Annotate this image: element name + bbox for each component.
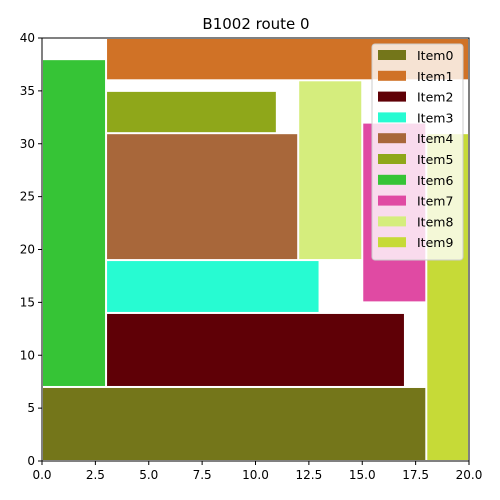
x-tick-label: 20.0 — [456, 468, 483, 482]
x-axis-ticks: 0.0 2.5 5.0 7.5 10.0 12.5 15.0 17.5 20.0 — [32, 461, 482, 482]
legend-label-item8: Item8 — [417, 214, 453, 229]
legend-swatch-item6 — [378, 174, 406, 185]
x-tick-label: 7.5 — [193, 468, 212, 482]
legend-swatch-item1 — [378, 70, 406, 81]
legend-label-item9: Item9 — [417, 235, 453, 250]
legend-swatch-item7 — [378, 195, 406, 206]
x-tick-label: 2.5 — [86, 468, 105, 482]
y-axis-ticks: 0 5 10 15 20 25 30 35 40 — [20, 31, 42, 468]
chart-title: B1002 route 0 — [202, 15, 309, 33]
y-tick-label: 10 — [20, 348, 35, 362]
x-tick-label: 15.0 — [349, 468, 376, 482]
rect-item8 — [299, 81, 362, 260]
legend-label-item6: Item6 — [417, 173, 453, 188]
y-tick-label: 15 — [20, 295, 35, 309]
y-tick-label: 5 — [27, 401, 35, 415]
legend-label-item0: Item0 — [417, 48, 453, 63]
x-tick-label: 17.5 — [402, 468, 429, 482]
legend-swatch-item5 — [378, 154, 406, 164]
y-tick-label: 40 — [20, 31, 35, 45]
legend-label-item3: Item3 — [417, 110, 453, 125]
x-tick-label: 10.0 — [242, 468, 269, 482]
legend-swatch-item2 — [378, 91, 406, 102]
legend-swatch-item3 — [378, 112, 406, 123]
legend-swatch-item9 — [378, 237, 406, 248]
x-tick-label: 12.5 — [296, 468, 323, 482]
y-tick-label: 20 — [20, 243, 35, 257]
x-tick-label: 5.0 — [139, 468, 158, 482]
rect-item3 — [107, 261, 319, 312]
legend-label-item2: Item2 — [417, 90, 453, 105]
rect-item0 — [43, 387, 426, 460]
y-tick-label: 35 — [20, 84, 35, 98]
legend-swatch-item8 — [378, 216, 406, 227]
legend: Item0 Item1 Item2 Item3 Item4 Item5 Item6 Item7… — [371, 43, 464, 261]
rect-item6 — [43, 60, 106, 386]
legend-label-item1: Item1 — [417, 69, 453, 84]
legend-swatch-item4 — [378, 133, 406, 144]
rect-item2 — [107, 313, 404, 386]
rect-item5 — [107, 91, 276, 133]
legend-swatch-item0 — [378, 50, 406, 60]
y-tick-label: 30 — [20, 137, 35, 151]
legend-label-item7: Item7 — [417, 194, 453, 209]
y-tick-label: 0 — [27, 454, 35, 468]
legend-label-item5: Item5 — [417, 152, 453, 167]
rect-item4 — [107, 134, 298, 260]
y-tick-label: 25 — [20, 190, 35, 204]
x-tick-label: 0.0 — [32, 468, 51, 482]
legend-label-item4: Item4 — [417, 131, 453, 146]
